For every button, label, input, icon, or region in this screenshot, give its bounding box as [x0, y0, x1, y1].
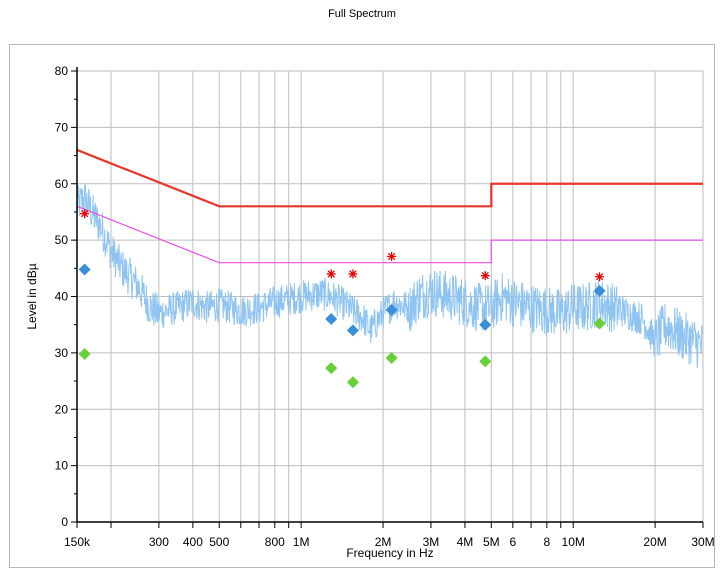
x-tick-label: 8: [543, 535, 550, 549]
x-tick-label: 400: [183, 535, 203, 549]
limit-lines: [76, 148, 703, 264]
avg-point: [78, 348, 91, 361]
avg-point: [325, 362, 338, 375]
limit-line-qp: [76, 148, 703, 208]
y-tick-label: 70: [55, 120, 69, 134]
peak-marker: [595, 272, 605, 282]
x-tick-label: 800: [265, 535, 285, 549]
x-tick-label: 2M: [375, 535, 392, 549]
spectrum-line: [76, 183, 704, 368]
y-tick-label: 10: [55, 459, 69, 473]
x-tick-label: 3M: [423, 535, 440, 549]
x-tick-label: 150k: [64, 535, 91, 549]
qp-point: [78, 263, 91, 276]
avg-point: [479, 355, 492, 368]
avg-point: [346, 376, 359, 389]
avg-point: [593, 317, 606, 330]
chart-frame: 0 10 20 30 40 50 60 70 80 150k 300 400 500 800 1M 2M 3M 4…: [9, 44, 715, 568]
x-tick-label: 20M: [643, 535, 666, 549]
y-tick-label: 20: [55, 402, 69, 416]
axes: 0 10 20 30 40 50 60 70 80 150k 300 400 500 800 1M 2M 3M 4…: [55, 64, 714, 549]
x-tick-label: 10M: [562, 535, 585, 549]
x-tick-label: 5M: [483, 535, 500, 549]
y-tick-label: 0: [61, 515, 68, 529]
y-tick-label: 80: [55, 64, 69, 78]
x-tick-label: 4M: [457, 535, 474, 549]
peak-marker-stroke: [327, 270, 335, 278]
y-tick-label: 30: [55, 346, 69, 360]
spectrum-trace: [76, 183, 704, 368]
y-tick-label: 40: [55, 290, 69, 304]
peak-marker-stroke: [481, 271, 489, 280]
peak-marker: [480, 271, 490, 281]
y-tick-label: 60: [55, 177, 69, 191]
x-axis-label: Frequency in Hz: [346, 546, 433, 560]
x-tick-label: 6: [510, 535, 517, 549]
measurement-points: [78, 209, 606, 389]
avg-point: [385, 351, 398, 364]
x-tick-label: 500: [209, 535, 229, 549]
x-tick-label: 30M: [691, 535, 714, 549]
peak-marker-stroke: [387, 252, 396, 261]
qp-point: [385, 304, 398, 317]
x-tick-label: 1M: [293, 535, 310, 549]
peak-marker-stroke: [80, 209, 89, 218]
peak-marker-stroke: [349, 270, 357, 278]
y-axis-label: Level in dBµ: [25, 263, 39, 329]
x-tick-label: 300: [149, 535, 169, 549]
peak-marker: [348, 269, 358, 279]
peak-marker: [387, 251, 397, 261]
qp-point: [593, 284, 606, 297]
spectrum-chart: 0 10 20 30 40 50 60 70 80 150k 300 400 500 800 1M 2M 3M 4…: [25, 64, 714, 560]
qp-point: [325, 313, 338, 326]
grid: [76, 70, 704, 523]
chart-title: Full Spectrum: [328, 8, 396, 20]
peak-marker: [80, 209, 90, 219]
limit-line-avg: [76, 205, 703, 264]
y-tick-label: 50: [55, 233, 69, 247]
peak-marker: [326, 269, 336, 279]
peak-marker-stroke: [595, 273, 604, 281]
qp-point: [479, 318, 492, 331]
qp-point: [346, 324, 359, 337]
